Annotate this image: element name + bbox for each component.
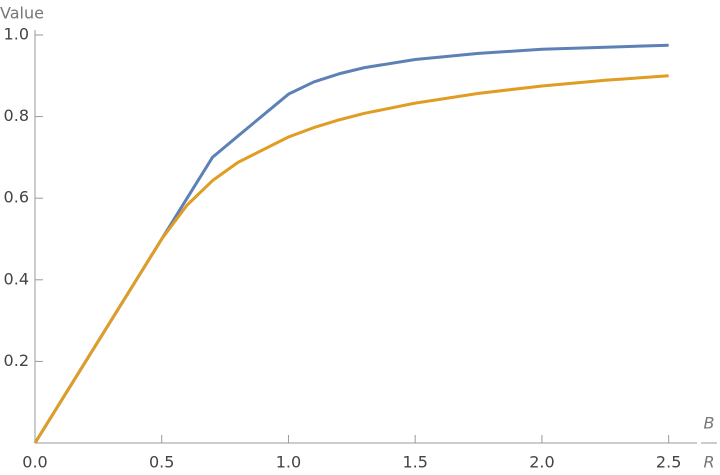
- y-axis-label: Value: [0, 4, 44, 23]
- x-tick-label: 1.0: [276, 453, 301, 472]
- y-tick-label: 0.2: [4, 351, 29, 370]
- series-line: [33, 43, 669, 444]
- x-tick-label: 2.5: [656, 453, 681, 472]
- y-tick-label: 0.6: [4, 188, 29, 207]
- x-tick-label: 1.5: [402, 453, 427, 472]
- x-tick-label: 0.5: [149, 453, 174, 472]
- y-tick-label: 0.8: [4, 106, 29, 125]
- y-tick-label: 1.0: [4, 25, 29, 44]
- series-line: [33, 74, 669, 444]
- y-tick-label: 0.4: [4, 269, 29, 288]
- x-tick-label: 2.0: [529, 453, 554, 472]
- x-tick-label: 0.0: [22, 453, 47, 472]
- x-axis-label-numerator: B: [704, 414, 715, 433]
- x-axis-label-denominator: R: [703, 453, 714, 472]
